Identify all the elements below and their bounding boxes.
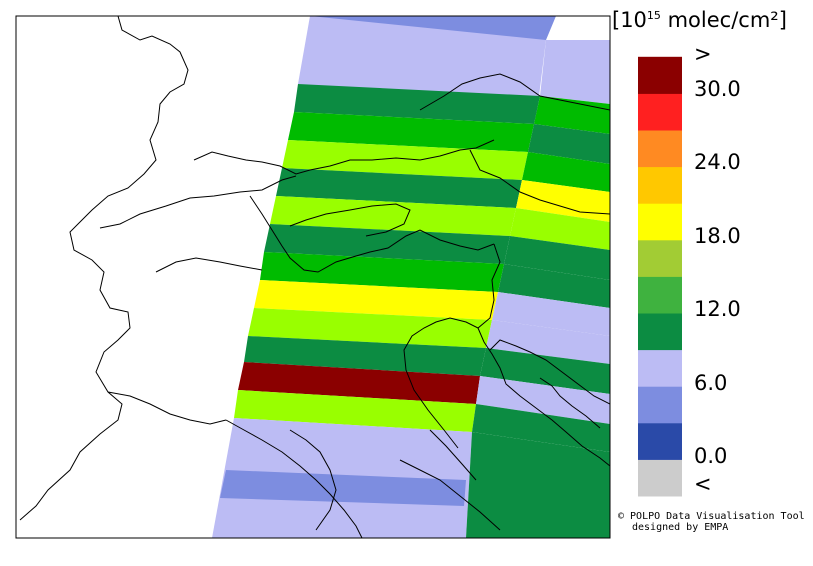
legend-tick-below: < [694,472,712,496]
swath-pixel [234,390,476,432]
swath-pixel [288,112,534,152]
swath-pixel [260,252,504,292]
legend-tick-0: 0.0 [694,444,728,468]
legend-swatch [638,313,682,351]
swath-pixel [480,348,610,394]
swath-pixel [486,320,610,364]
credit-line-2: designed by EMPA [632,522,729,533]
legend-swatch [638,166,682,204]
swath-pixel [534,96,610,134]
legend-tick-30: 30.0 [694,77,741,101]
legend-tick-12: 12.0 [694,297,741,321]
legend-swatch [638,130,682,168]
swath-pixel [492,292,610,336]
swath-pixel [244,336,486,376]
legend-tick-6: 6.0 [694,371,728,395]
map-frame [15,15,611,539]
swath-pixel [528,124,610,164]
swath-pixel [476,376,610,424]
swath-pixel [294,84,540,124]
legend-swatch [638,239,682,277]
legend-swatch [638,93,682,131]
legend-swatch [638,422,682,460]
legend-tick-above: > [694,42,712,66]
swath-pixel [282,140,528,180]
swath-pixel [466,432,610,538]
swath-pixel [540,40,610,104]
unit-label: [1015 molec/cm²] [612,8,787,32]
swath-pixel [238,362,480,404]
swath-pixel [248,308,492,348]
legend-swatch [638,386,682,424]
satellite-swath [212,16,610,538]
legend-swatch [638,203,682,241]
swath-pixel [498,264,610,308]
color-legend [638,56,682,497]
legend-tick-18: 18.0 [694,224,741,248]
legend-swatch [638,56,682,94]
swath-pixel [522,152,610,192]
country-borders [19,16,610,538]
swath-pixel [270,196,516,236]
swath-pixel [254,280,498,320]
legend-swatch [638,349,682,387]
legend-swatch [638,276,682,314]
legend-tick-24: 24.0 [694,150,741,174]
swath-pixel [504,236,610,280]
swath-pixel [220,470,466,506]
swath-pixel [276,168,522,208]
legend-swatch [638,459,682,497]
credit-line-1: © POLPO Data Visualisation Tool [618,511,805,522]
swath-pixel [264,224,510,264]
